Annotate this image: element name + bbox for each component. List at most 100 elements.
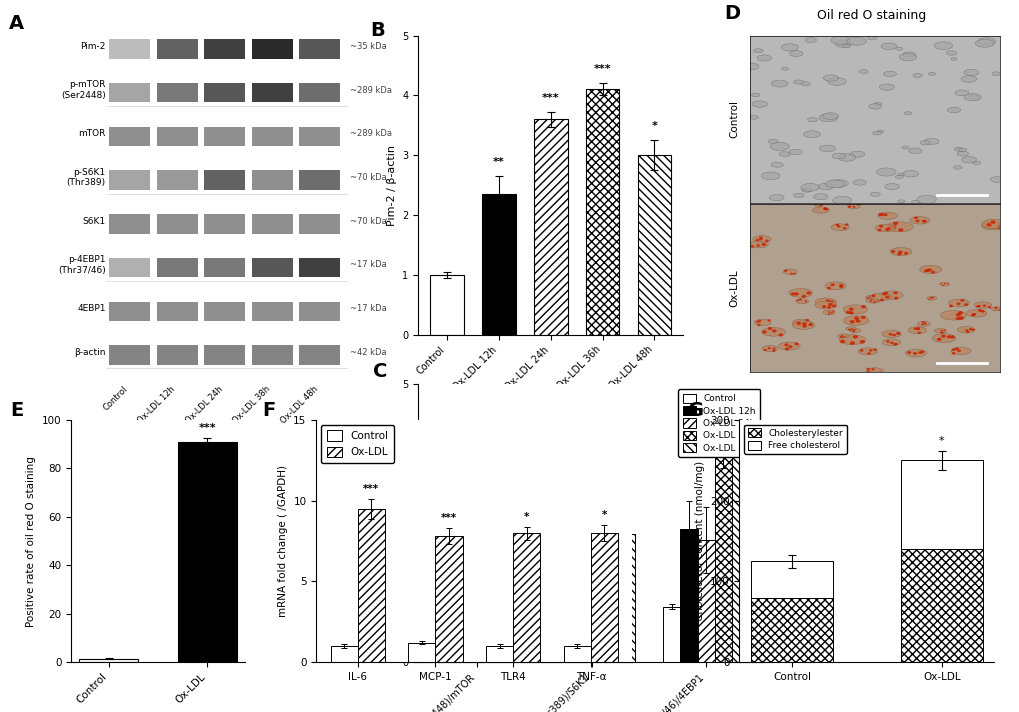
Circle shape (806, 291, 810, 295)
Circle shape (989, 221, 995, 224)
Bar (585, 90, 619, 335)
Circle shape (999, 225, 1004, 229)
Circle shape (940, 330, 942, 332)
Bar (299, 127, 339, 146)
Ellipse shape (781, 67, 788, 70)
Ellipse shape (835, 41, 851, 47)
Circle shape (853, 317, 858, 320)
Ellipse shape (895, 175, 903, 179)
Ellipse shape (905, 349, 925, 357)
Circle shape (958, 316, 963, 320)
Circle shape (893, 291, 897, 294)
Circle shape (968, 328, 971, 330)
Circle shape (829, 300, 834, 303)
Circle shape (868, 300, 871, 302)
Text: ~70 kDa: ~70 kDa (350, 216, 386, 226)
Circle shape (839, 284, 843, 287)
Bar (468, 459, 485, 662)
Circle shape (799, 299, 801, 300)
Ellipse shape (767, 140, 777, 143)
Circle shape (784, 270, 787, 271)
Circle shape (872, 349, 876, 351)
Circle shape (839, 336, 842, 337)
Ellipse shape (789, 51, 802, 56)
Circle shape (890, 250, 895, 253)
Ellipse shape (821, 112, 838, 120)
Ellipse shape (818, 114, 837, 122)
Bar (204, 127, 245, 146)
Circle shape (922, 220, 926, 223)
Circle shape (930, 271, 934, 273)
Ellipse shape (753, 319, 770, 325)
Bar (252, 170, 292, 190)
Circle shape (827, 303, 832, 306)
Circle shape (941, 335, 945, 337)
Circle shape (897, 253, 901, 256)
Ellipse shape (803, 131, 819, 137)
Circle shape (999, 222, 1004, 226)
Ellipse shape (847, 204, 860, 209)
Ellipse shape (919, 141, 929, 145)
Circle shape (964, 330, 968, 332)
Ellipse shape (768, 194, 784, 201)
Ellipse shape (973, 302, 990, 308)
Bar (482, 194, 516, 335)
Circle shape (856, 204, 859, 206)
Ellipse shape (881, 339, 900, 345)
Ellipse shape (777, 342, 799, 350)
Circle shape (878, 372, 881, 374)
Ellipse shape (756, 55, 770, 61)
Circle shape (898, 229, 903, 232)
Ellipse shape (901, 146, 908, 149)
Circle shape (852, 335, 857, 339)
Circle shape (970, 314, 974, 316)
Bar (299, 83, 339, 103)
Circle shape (826, 287, 830, 290)
Circle shape (915, 327, 919, 330)
Ellipse shape (902, 170, 918, 177)
Ellipse shape (990, 307, 1001, 311)
Circle shape (970, 328, 974, 331)
Circle shape (959, 299, 964, 302)
Ellipse shape (832, 153, 845, 159)
Ellipse shape (953, 147, 962, 151)
Circle shape (801, 323, 806, 325)
Ellipse shape (817, 183, 833, 190)
Bar (732, 434, 749, 662)
Circle shape (828, 303, 833, 306)
Circle shape (839, 285, 843, 288)
Bar (109, 214, 150, 234)
Circle shape (913, 328, 916, 330)
Circle shape (803, 322, 807, 325)
Ellipse shape (963, 69, 978, 75)
Circle shape (850, 330, 852, 331)
Bar (485, 437, 502, 662)
Text: G: G (688, 401, 704, 419)
Ellipse shape (938, 283, 949, 286)
Bar (450, 540, 468, 662)
Circle shape (756, 324, 760, 326)
Circle shape (763, 349, 766, 351)
Text: ***: *** (363, 484, 379, 494)
Bar (358, 509, 384, 662)
Circle shape (878, 225, 882, 228)
Bar (299, 345, 339, 365)
Circle shape (921, 220, 925, 222)
Circle shape (948, 305, 952, 308)
Circle shape (893, 297, 898, 300)
Circle shape (832, 305, 836, 308)
Bar (252, 258, 292, 278)
Circle shape (837, 225, 840, 228)
Text: D: D (723, 4, 740, 23)
Ellipse shape (842, 45, 850, 48)
Ellipse shape (813, 194, 827, 200)
Circle shape (940, 283, 942, 284)
Circle shape (942, 285, 944, 286)
Circle shape (827, 313, 829, 315)
Bar (564, 646, 590, 662)
Circle shape (794, 342, 798, 345)
Bar (157, 83, 198, 103)
Circle shape (954, 347, 958, 350)
Circle shape (865, 297, 867, 298)
Circle shape (826, 306, 830, 309)
